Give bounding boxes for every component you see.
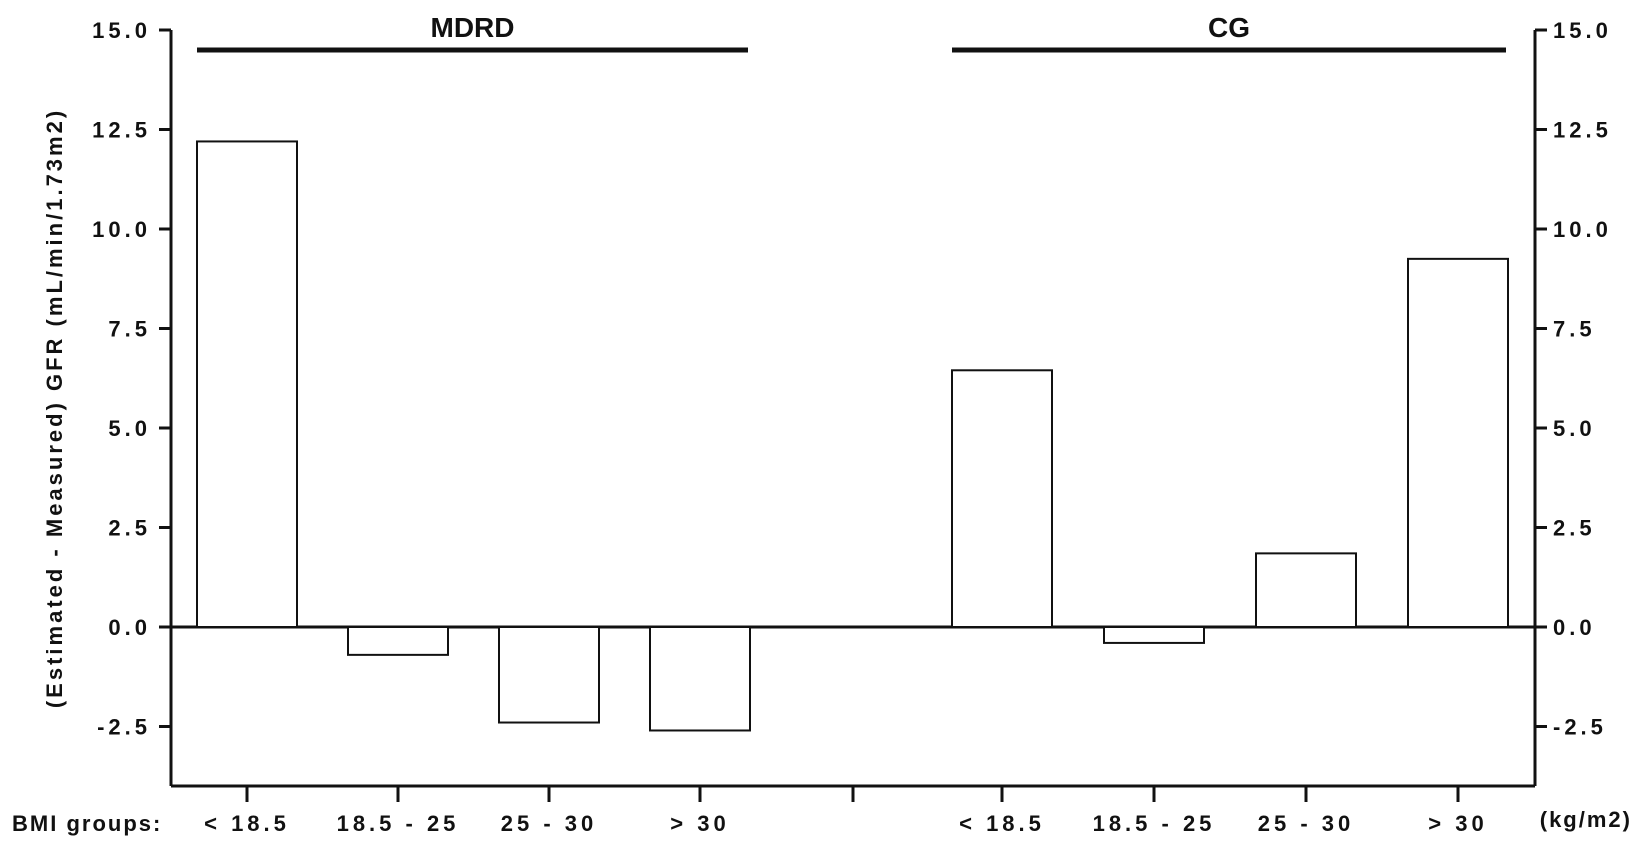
right-y-tick-label: 7.5	[1553, 317, 1596, 342]
right-y-tick-label: 10.0	[1553, 217, 1612, 242]
x-axis-unit: (kg/m2)	[1540, 807, 1632, 832]
bar-cg-0	[951, 369, 1053, 628]
x-tick-label: > 30	[670, 811, 729, 836]
left-y-tick-label: 5.0	[108, 416, 151, 441]
bar-cg-3	[1407, 257, 1509, 628]
left-y-tick-label: 12.5	[92, 118, 151, 143]
group-title-cg: CG	[1208, 12, 1250, 43]
x-tick-label: < 18.5	[959, 811, 1045, 836]
x-axis-prefix: BMI groups:	[12, 811, 162, 836]
x-tick-label: 25 - 30	[501, 811, 598, 836]
left-y-tick-label: 7.5	[108, 317, 151, 342]
right-y-tick-label: 2.5	[1553, 516, 1596, 541]
left-y-tick-label: -2.5	[97, 715, 151, 740]
bar-mdrd-2	[498, 626, 600, 724]
x-tick-label: 18.5 - 25	[1093, 811, 1216, 836]
right-y-tick-label: 5.0	[1553, 416, 1596, 441]
left-y-tick-label: 15.0	[92, 18, 151, 43]
x-tick-label: 18.5 - 25	[337, 811, 460, 836]
left-y-tick-label: 10.0	[92, 217, 151, 242]
x-tick-label: < 18.5	[204, 811, 290, 836]
x-tick-label: 25 - 30	[1258, 811, 1355, 836]
right-y-tick-label: 15.0	[1553, 18, 1612, 43]
bar-mdrd-0	[196, 140, 298, 628]
left-y-tick-label: 2.5	[108, 516, 151, 541]
y-axis-label: (Estimated - Measured) GFR (mL/min/1.73m…	[42, 108, 67, 708]
bar-mdrd-3	[649, 626, 751, 732]
axes-layer	[159, 28, 1547, 802]
group-title-mdrd: MDRD	[431, 12, 515, 43]
right-y-tick-label: -2.5	[1553, 715, 1607, 740]
bar-mdrd-1	[347, 626, 449, 656]
right-y-tick-label: 12.5	[1553, 118, 1612, 143]
bar-cg-1	[1103, 626, 1205, 644]
bar-cg-2	[1255, 552, 1357, 628]
bars-layer	[196, 140, 1509, 732]
x-tick-label: > 30	[1428, 811, 1487, 836]
right-y-tick-label: 0.0	[1553, 615, 1596, 640]
left-y-tick-label: 0.0	[108, 615, 151, 640]
labels-layer: 15.0 15.0 12.5 12.5 10.0 10.0 7.5 7.5 5.0 5.0 2.5 2…	[12, 12, 1632, 836]
